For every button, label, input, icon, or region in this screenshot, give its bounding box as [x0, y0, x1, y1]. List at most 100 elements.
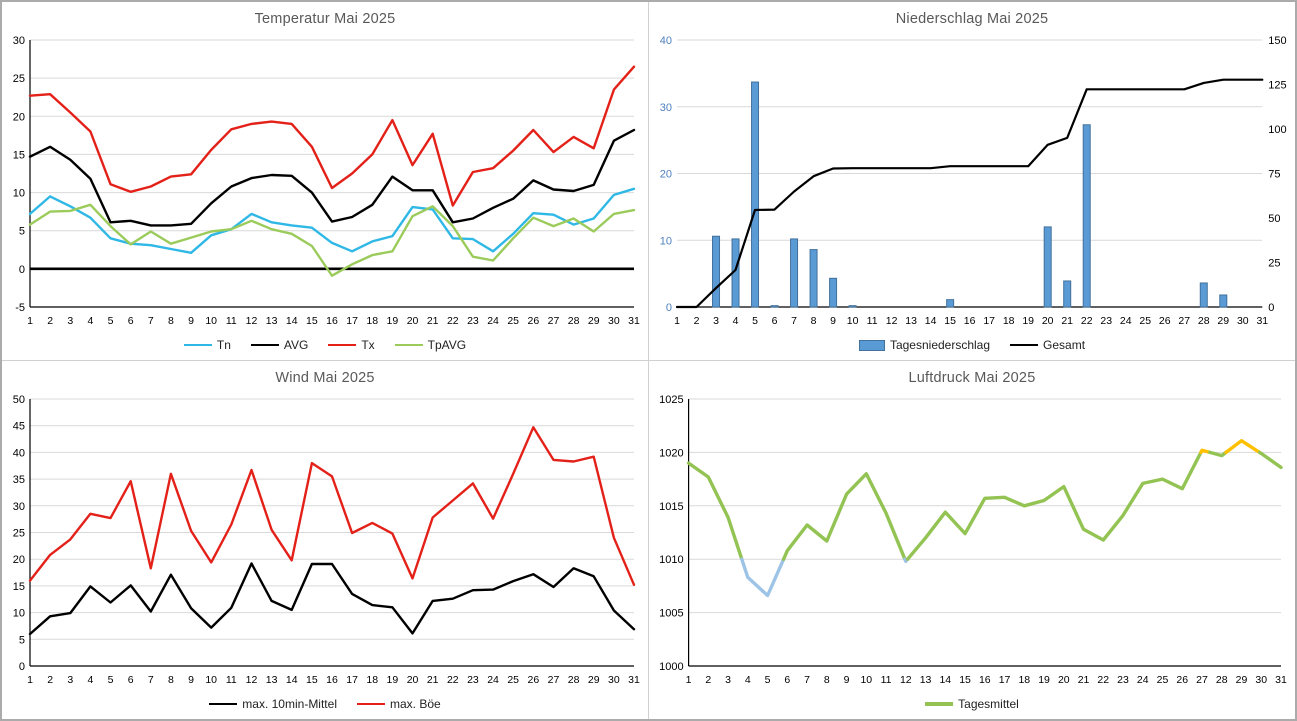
svg-text:9: 9 [830, 315, 836, 327]
svg-text:17: 17 [999, 674, 1011, 686]
svg-text:15: 15 [13, 149, 25, 161]
legend-label: max. Böe [389, 697, 441, 711]
svg-text:1: 1 [27, 674, 33, 686]
svg-text:12: 12 [900, 674, 912, 686]
svg-text:16: 16 [964, 315, 976, 327]
svg-text:40: 40 [13, 447, 25, 459]
svg-text:24: 24 [1120, 315, 1132, 327]
svg-text:0: 0 [1268, 302, 1274, 314]
svg-text:31: 31 [1256, 315, 1268, 327]
svg-text:0: 0 [666, 302, 672, 314]
svg-text:8: 8 [811, 315, 817, 327]
svg-text:1005: 1005 [659, 608, 683, 620]
svg-text:30: 30 [1237, 315, 1249, 327]
svg-text:12: 12 [886, 315, 898, 327]
legend-line-swatch [250, 343, 279, 347]
wind-chart-legend: max. 10min-Mittel max. Böe [2, 690, 648, 718]
svg-text:20: 20 [660, 169, 672, 181]
svg-text:23: 23 [1117, 674, 1129, 686]
svg-text:15: 15 [306, 674, 318, 686]
svg-text:75: 75 [1268, 169, 1280, 181]
svg-text:-5: -5 [15, 302, 25, 314]
svg-text:29: 29 [1217, 315, 1229, 327]
svg-text:7: 7 [804, 674, 810, 686]
svg-text:25: 25 [1139, 315, 1151, 327]
svg-text:31: 31 [628, 315, 640, 327]
svg-text:29: 29 [588, 315, 600, 327]
svg-text:10: 10 [13, 188, 25, 200]
svg-text:14: 14 [939, 674, 951, 686]
niederschlag-chart-title: Niederschlag Mai 2025 [895, 11, 1049, 27]
temperatur-chart-panel: Temperatur Mai 2025 -5 0 5 10 15 20 25 30 1 2 3 4 5 6… [2, 2, 648, 360]
svg-text:10: 10 [205, 674, 217, 686]
legend-line-swatch [1010, 343, 1039, 347]
svg-text:15: 15 [944, 315, 956, 327]
svg-text:13: 13 [266, 315, 278, 327]
legend-item: TpAVG [394, 338, 467, 352]
svg-text:18: 18 [1018, 674, 1030, 686]
svg-text:3: 3 [67, 674, 73, 686]
svg-text:14: 14 [286, 674, 298, 686]
svg-text:27: 27 [1196, 674, 1208, 686]
svg-text:15: 15 [959, 674, 971, 686]
svg-text:17: 17 [346, 315, 358, 327]
svg-text:28: 28 [568, 315, 580, 327]
svg-text:1020: 1020 [659, 447, 683, 459]
svg-text:19: 19 [1022, 315, 1034, 327]
svg-text:13: 13 [905, 315, 917, 327]
legend-line-swatch [328, 343, 357, 347]
svg-text:5: 5 [108, 315, 114, 327]
svg-text:7: 7 [791, 315, 797, 327]
svg-text:21: 21 [427, 674, 439, 686]
legend-line-swatch [356, 702, 385, 706]
legend-item: max. 10min-Mittel [209, 697, 337, 711]
svg-text:10: 10 [860, 674, 872, 686]
svg-text:1: 1 [686, 674, 692, 686]
legend-item: Tagesniederschlag [858, 338, 990, 352]
legend-label: Gesamt [1043, 338, 1086, 352]
svg-text:11: 11 [226, 674, 237, 686]
svg-text:10: 10 [660, 235, 672, 247]
svg-text:10: 10 [847, 315, 859, 327]
legend-line-swatch [183, 343, 212, 347]
svg-text:30: 30 [660, 102, 672, 114]
luftdruck-chart-legend: Tagesmittel [649, 690, 1295, 718]
temperatur-chart-legend: Tn AVG Tx TpAVG [2, 331, 648, 359]
legend-line-swatch [394, 343, 423, 347]
svg-text:18: 18 [366, 315, 378, 327]
svg-text:2: 2 [47, 674, 53, 686]
svg-text:30: 30 [1255, 674, 1267, 686]
svg-text:25: 25 [507, 674, 519, 686]
svg-text:125: 125 [1268, 80, 1286, 92]
legend-item: Tn [183, 338, 231, 352]
svg-text:28: 28 [568, 674, 580, 686]
svg-text:16: 16 [326, 674, 338, 686]
svg-text:29: 29 [588, 674, 600, 686]
svg-text:9: 9 [844, 674, 850, 686]
svg-text:2: 2 [47, 315, 53, 327]
svg-text:27: 27 [548, 674, 560, 686]
svg-text:27: 27 [1178, 315, 1190, 327]
svg-text:26: 26 [1176, 674, 1188, 686]
svg-text:13: 13 [266, 674, 278, 686]
svg-text:1010: 1010 [659, 554, 683, 566]
svg-text:25: 25 [13, 528, 25, 540]
svg-text:20: 20 [13, 554, 25, 566]
svg-text:29: 29 [1236, 674, 1248, 686]
svg-text:9: 9 [188, 315, 194, 327]
legend-line-swatch [209, 702, 238, 706]
svg-text:6: 6 [784, 674, 790, 686]
svg-text:1015: 1015 [659, 501, 683, 513]
svg-text:17: 17 [983, 315, 995, 327]
svg-text:40: 40 [660, 35, 672, 47]
svg-text:30: 30 [608, 674, 620, 686]
svg-text:21: 21 [427, 315, 439, 327]
legend-label: TpAVG [427, 338, 467, 352]
svg-text:4: 4 [733, 315, 739, 327]
svg-text:1: 1 [27, 315, 33, 327]
svg-text:22: 22 [447, 674, 459, 686]
svg-text:1: 1 [674, 315, 680, 327]
legend-bar-swatch [858, 339, 885, 351]
svg-text:8: 8 [168, 315, 174, 327]
